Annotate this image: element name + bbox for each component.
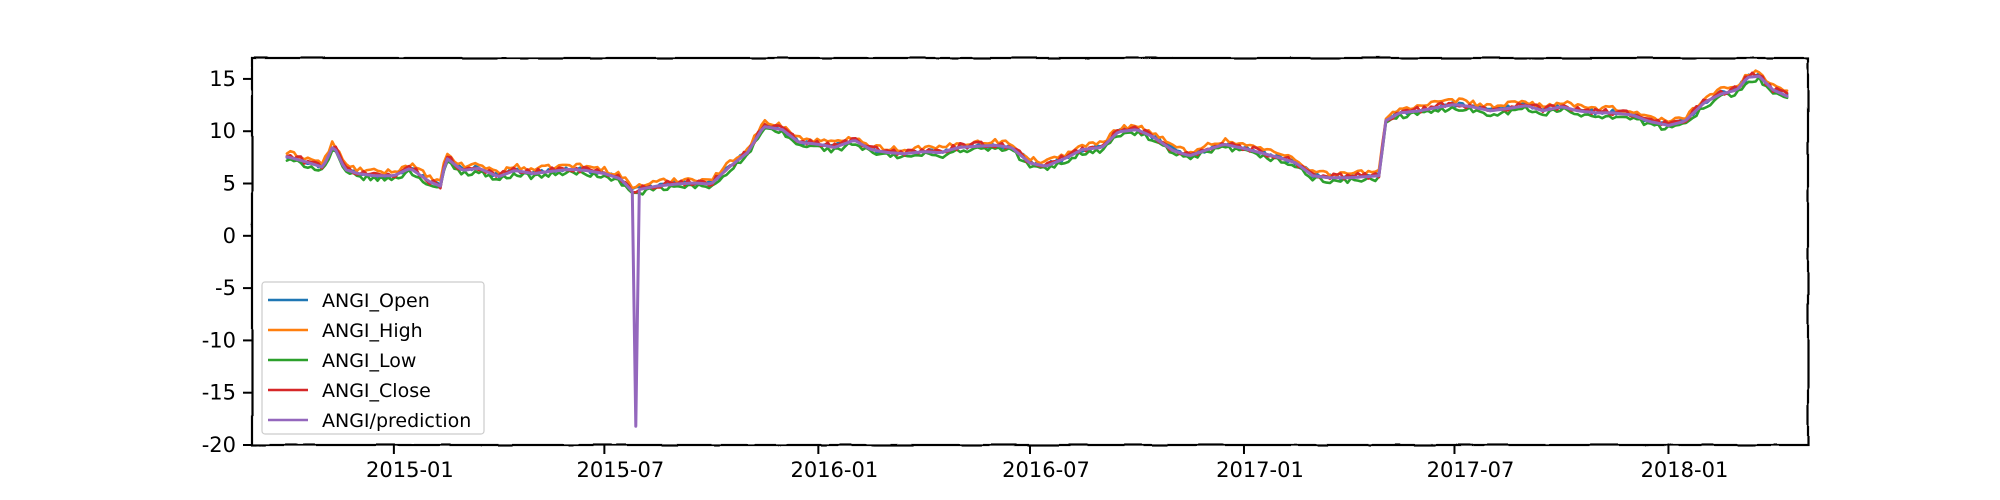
x-tick-label: 2016-07 — [1002, 458, 1090, 482]
y-tick-label: 10 — [209, 119, 236, 143]
legend-label-angi-high: ANGI_High — [322, 320, 423, 342]
y-tick-label: 0 — [223, 224, 236, 248]
y-tick-label: -15 — [202, 381, 236, 405]
legend-label-angi-open: ANGI_Open — [322, 290, 430, 312]
series-line-angi-low — [285, 75, 1789, 196]
x-tick-label: 2017-01 — [1216, 458, 1304, 482]
x-tick-label: 2015-07 — [576, 458, 664, 482]
series-line-angi-prediction — [285, 74, 1789, 428]
x-tick-label: 2017-07 — [1427, 458, 1515, 482]
y-tick-label: -10 — [202, 328, 236, 352]
legend: ANGI_Open ANGI_High ANGI_Low ANGI_Close ANGI… — [261, 281, 485, 435]
series-layer — [285, 69, 1789, 428]
x-tick-label: 2015-01 — [366, 458, 454, 482]
y-tick-label: 5 — [223, 172, 236, 196]
legend-label-angi-close: ANGI_Close — [322, 380, 431, 402]
x-axis: 2015-01 2015-07 2016-01 2016-07 2017-01 2017-… — [366, 445, 1728, 482]
plot-frame — [250, 56, 1810, 447]
legend-frame — [261, 281, 485, 435]
y-tick-label: -5 — [215, 276, 236, 300]
y-tick-label: -20 — [202, 433, 236, 457]
y-axis: 15 10 5 0 -5 -10 -15 -20 — [202, 67, 252, 457]
legend-label-angi-low: ANGI_Low — [322, 350, 416, 372]
x-tick-label: 2018-01 — [1641, 458, 1729, 482]
y-tick-label: 15 — [209, 67, 236, 91]
x-tick-label: 2016-01 — [790, 458, 878, 482]
legend-label-angi-prediction: ANGI/prediction — [322, 410, 471, 432]
